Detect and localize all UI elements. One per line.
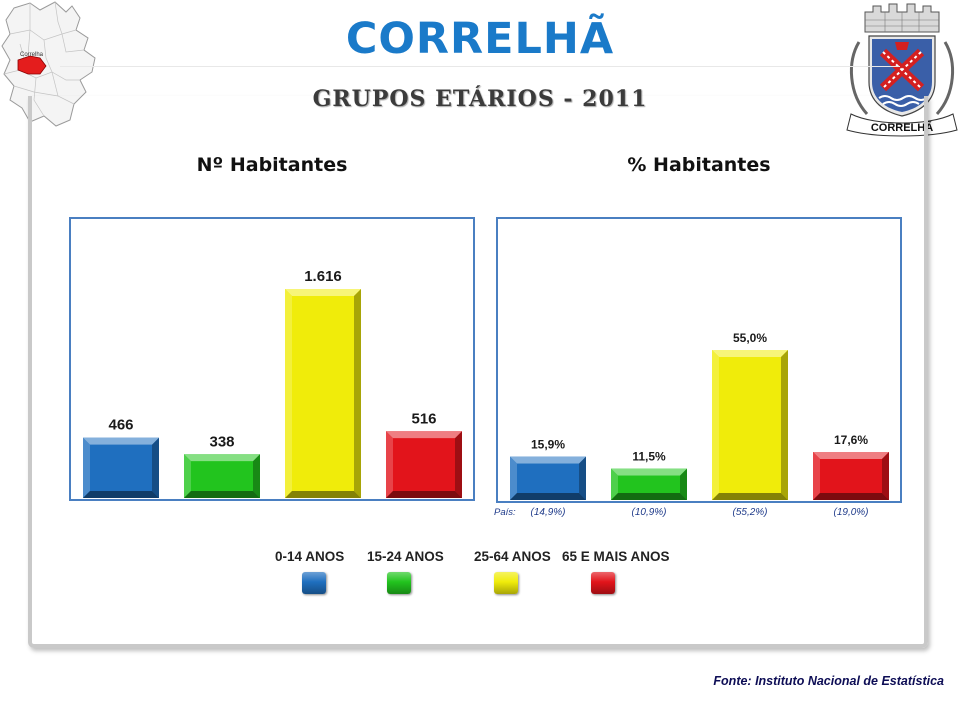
chart-1-bar-0-14 — [510, 456, 586, 500]
chart-1-data-label-15-24: 11,5% — [632, 450, 666, 464]
chart-0-data-label-15-24: 338 — [209, 433, 234, 450]
wreath-left — [849, 41, 869, 116]
chart-1-bar-15-24 — [611, 468, 687, 500]
chart-1-data-label-0-14: 15,9% — [531, 438, 565, 452]
chart-0-bar-25-64 — [285, 289, 361, 498]
crest-banner-ribbon — [846, 113, 958, 137]
chart-1-bar-65-plus — [813, 452, 889, 500]
right-chart-title: % Habitantes — [627, 154, 771, 176]
country-value-0: (14,9%) — [530, 507, 566, 518]
chart-1-data-label-65-plus: 17,6% — [834, 433, 868, 447]
chart-1-bar-25-64 — [712, 350, 788, 500]
chart-0-bar-0-14 — [83, 437, 159, 498]
correlha-highlight — [17, 55, 47, 75]
mural-crown — [864, 3, 940, 33]
chart-1-data-label-25-64: 55,0% — [733, 331, 767, 345]
chart-0-data-label-0-14: 466 — [108, 417, 133, 434]
crest-charge — [895, 42, 909, 50]
coat-of-arms-icon: CORRELHÃ — [846, 3, 958, 137]
header-divider — [60, 66, 900, 67]
map-label: Correlha — [20, 52, 44, 58]
wreath-right — [935, 41, 955, 116]
country-value-1: (10,9%) — [631, 507, 667, 518]
country-value-2: (55,2%) — [732, 507, 768, 518]
parish-location-map: Correlha — [1, 1, 96, 127]
country-value-3: (19,0%) — [833, 507, 869, 518]
waves — [878, 95, 928, 107]
crest-banner-text: CORRELHÃ — [871, 121, 933, 134]
saltire — [879, 48, 925, 92]
chart-0-bar-15-24 — [184, 454, 260, 498]
chart-0-data-label-25-64: 1.616 — [304, 268, 342, 285]
chart-0-bar-65-plus — [386, 431, 462, 498]
page-subtitle: GRUPOS ETÁRIOS - 2011 — [312, 86, 648, 112]
source-note: Fonte: Instituto Nacional de Estatística — [713, 674, 944, 688]
left-chart-title: Nº Habitantes — [196, 154, 348, 176]
page-title: CORRELHÃ — [345, 14, 615, 64]
content-frame — [28, 96, 928, 648]
chart-0-data-label-65-plus: 516 — [411, 410, 436, 427]
country-label: País: — [494, 507, 516, 518]
